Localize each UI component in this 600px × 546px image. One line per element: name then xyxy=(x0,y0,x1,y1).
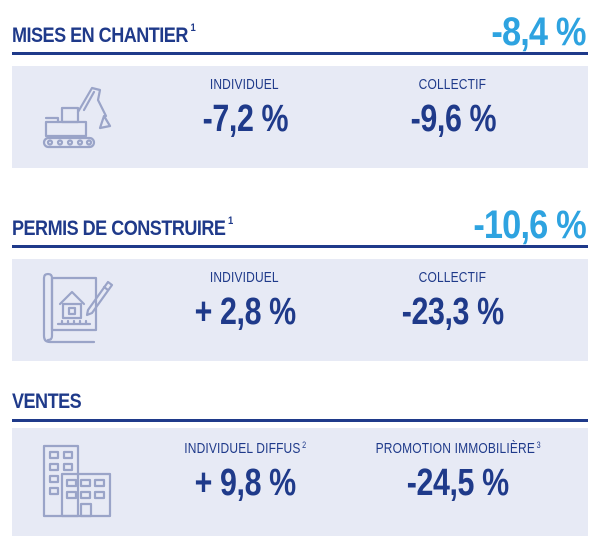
section-rule xyxy=(12,419,588,422)
stats-card xyxy=(12,66,588,168)
stat-value: -7,2 % xyxy=(202,98,288,140)
stat-label-text: COLLECTIF xyxy=(418,76,486,93)
section-rule xyxy=(12,245,588,248)
stat-column-individuel: INDIVIDUEL + 2,8 % xyxy=(150,269,340,334)
footnote-marker: 1 xyxy=(228,215,233,227)
stat-label: COLLECTIF xyxy=(418,76,487,93)
stat-label: PROMOTION IMMOBILIÈRE 3 xyxy=(375,440,540,457)
footnote-marker: 2 xyxy=(301,440,307,450)
stat-label: INDIVIDUEL xyxy=(210,269,281,286)
stats-card xyxy=(12,259,588,361)
footnote-marker: 3 xyxy=(536,440,541,450)
stat-label-text: COLLECTIF xyxy=(418,269,486,286)
headline-value: -10,6 % xyxy=(473,203,586,247)
stat-value: -24,5 % xyxy=(407,462,509,504)
stat-label-text: PROMOTION IMMOBILIÈRE xyxy=(375,440,535,457)
stats-card xyxy=(12,428,588,536)
stat-value: + 2,8 % xyxy=(194,291,296,333)
stat-label-text: INDIVIDUEL xyxy=(209,269,279,286)
stat-value: -23,3 % xyxy=(402,291,504,333)
stat-label-text: INDIVIDUEL xyxy=(209,76,279,93)
section-title-text: VENTES xyxy=(12,390,82,413)
excavator-icon xyxy=(42,86,112,149)
stat-column-promotion-immobiliere: PROMOTION IMMOBILIÈRE 3 -24,5 % xyxy=(338,440,578,505)
headline-value: -8,4 % xyxy=(491,10,587,54)
stat-label-text: INDIVIDUEL DIFFUS xyxy=(183,440,301,457)
stat-label: COLLECTIF xyxy=(418,269,487,286)
blueprint-icon xyxy=(42,272,114,344)
stat-column-collectif: COLLECTIF -23,3 % xyxy=(348,269,558,334)
section-title-text: PERMIS DE CONSTRUIRE xyxy=(12,217,226,240)
section-title: MISES EN CHANTIER 1 xyxy=(12,22,196,48)
section-rule xyxy=(12,52,588,55)
stat-column-individuel-diffus: INDIVIDUEL DIFFUS 2 + 9,8 % xyxy=(140,440,350,505)
section-title: VENTES xyxy=(12,390,84,414)
stat-column-individuel: INDIVIDUEL -7,2 % xyxy=(150,76,340,141)
section-title: PERMIS DE CONSTRUIRE 1 xyxy=(12,215,233,241)
stat-column-collectif: COLLECTIF -9,6 % xyxy=(348,76,558,141)
section-title-text: MISES EN CHANTIER xyxy=(12,24,188,47)
stat-value: + 9,8 % xyxy=(194,462,296,504)
stat-value: -9,6 % xyxy=(410,98,496,140)
stat-label: INDIVIDUEL DIFFUS 2 xyxy=(184,440,306,457)
stat-label: INDIVIDUEL xyxy=(210,76,281,93)
buildings-icon xyxy=(42,444,112,518)
footnote-marker: 1 xyxy=(190,22,196,34)
